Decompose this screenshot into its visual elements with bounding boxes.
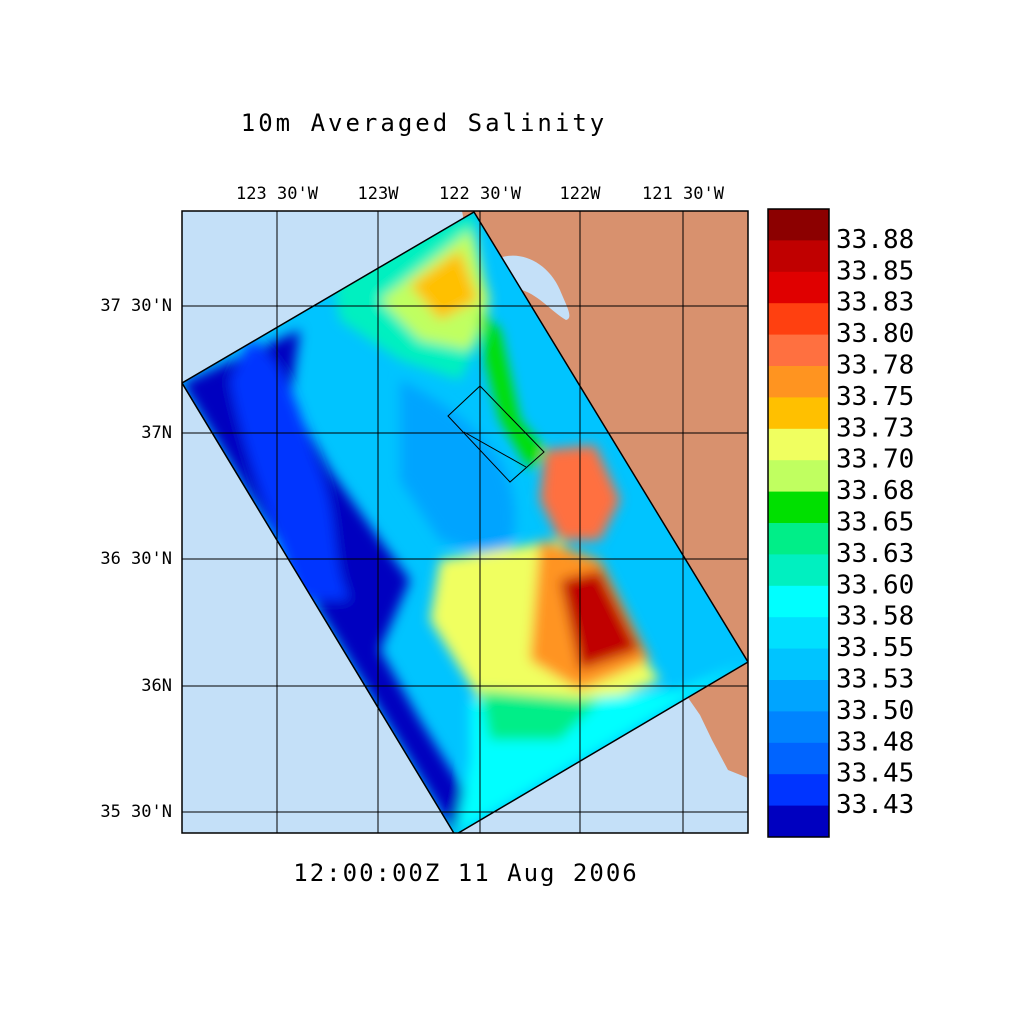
colorbar-label: 33.88 [836, 225, 914, 255]
lat-label: 37N [141, 423, 172, 443]
colorbar-label: 33.58 [836, 602, 914, 632]
lon-label: 123 30'W [236, 184, 319, 204]
colorbar-band [768, 585, 829, 618]
colorbar-band [768, 303, 829, 336]
field-blob [480, 310, 545, 470]
colorbar-frame [767, 208, 830, 838]
colorbar-label: 33.83 [836, 288, 914, 318]
colorbar-band [768, 774, 829, 807]
colorbar-label: 33.63 [836, 539, 914, 569]
colorbar-label: 33.78 [836, 351, 914, 381]
colorbar-band [768, 742, 829, 775]
colorbar-band [768, 648, 829, 681]
field-blob [410, 250, 478, 320]
colorbar-band [768, 711, 829, 744]
colorbar-label: 33.75 [836, 382, 914, 412]
colorbar-band [768, 554, 829, 587]
colorbar-label: 33.68 [836, 476, 914, 506]
lat-label: 37 30'N [100, 296, 172, 316]
lon-label: 123W [358, 184, 400, 204]
field-blob [230, 340, 350, 600]
subdomain-divider [463, 431, 527, 468]
colorbar-band [768, 271, 829, 304]
colorbar-band [768, 805, 829, 838]
lat-label: 36 30'N [100, 549, 172, 569]
colorbar-band [768, 428, 829, 461]
lon-label: 122 30'W [439, 184, 522, 204]
colorbar-label: 33.65 [836, 508, 914, 538]
graticule [182, 211, 748, 833]
colorbar-label: 33.53 [836, 665, 914, 695]
lon-label: 121 30'W [642, 184, 725, 204]
axis-labels: 123 30'W 123W 122 30'W 122W 121 30'W 37 30'N 3… [100, 184, 724, 822]
colorbar-band [768, 334, 829, 367]
colorbar-band [768, 680, 829, 712]
timestamp: 12:00:00Z 11 Aug 2006 [293, 859, 638, 887]
colorbar-band [768, 617, 829, 650]
field-blob [400, 380, 515, 560]
colorbar-band [768, 209, 829, 241]
colorbar-label: 33.73 [836, 413, 914, 443]
map-area [182, 211, 748, 833]
colorbar-label: 33.45 [836, 759, 914, 789]
colorbar-label: 33.85 [836, 256, 914, 286]
colorbar: 33.8833.8533.8333.8033.7833.7533.7333.70… [767, 208, 914, 838]
colorbar-band [768, 523, 829, 555]
colorbar-band [768, 460, 829, 493]
lat-label: 36N [141, 676, 172, 696]
domain-outline [182, 211, 748, 833]
colorbar-band [768, 397, 829, 430]
colorbar-label: 33.55 [836, 633, 914, 663]
lat-label: 35 30'N [100, 802, 172, 822]
field-blob [480, 690, 600, 740]
colorbar-label: 33.43 [836, 790, 914, 820]
colorbar-band [768, 491, 829, 524]
colorbar-label: 33.50 [836, 696, 914, 726]
colorbar-label: 33.80 [836, 319, 914, 349]
colorbar-band [768, 366, 829, 398]
subdomain-outline [447, 385, 545, 483]
title: 10m Averaged Salinity [241, 109, 607, 137]
bay [499, 255, 570, 320]
lon-label: 122W [560, 184, 602, 204]
colorbar-label: 33.60 [836, 570, 914, 600]
colorbar-band [768, 240, 829, 273]
map-frame [181, 210, 749, 834]
colorbar-label: 33.48 [836, 727, 914, 757]
colorbar-label: 33.70 [836, 445, 914, 475]
